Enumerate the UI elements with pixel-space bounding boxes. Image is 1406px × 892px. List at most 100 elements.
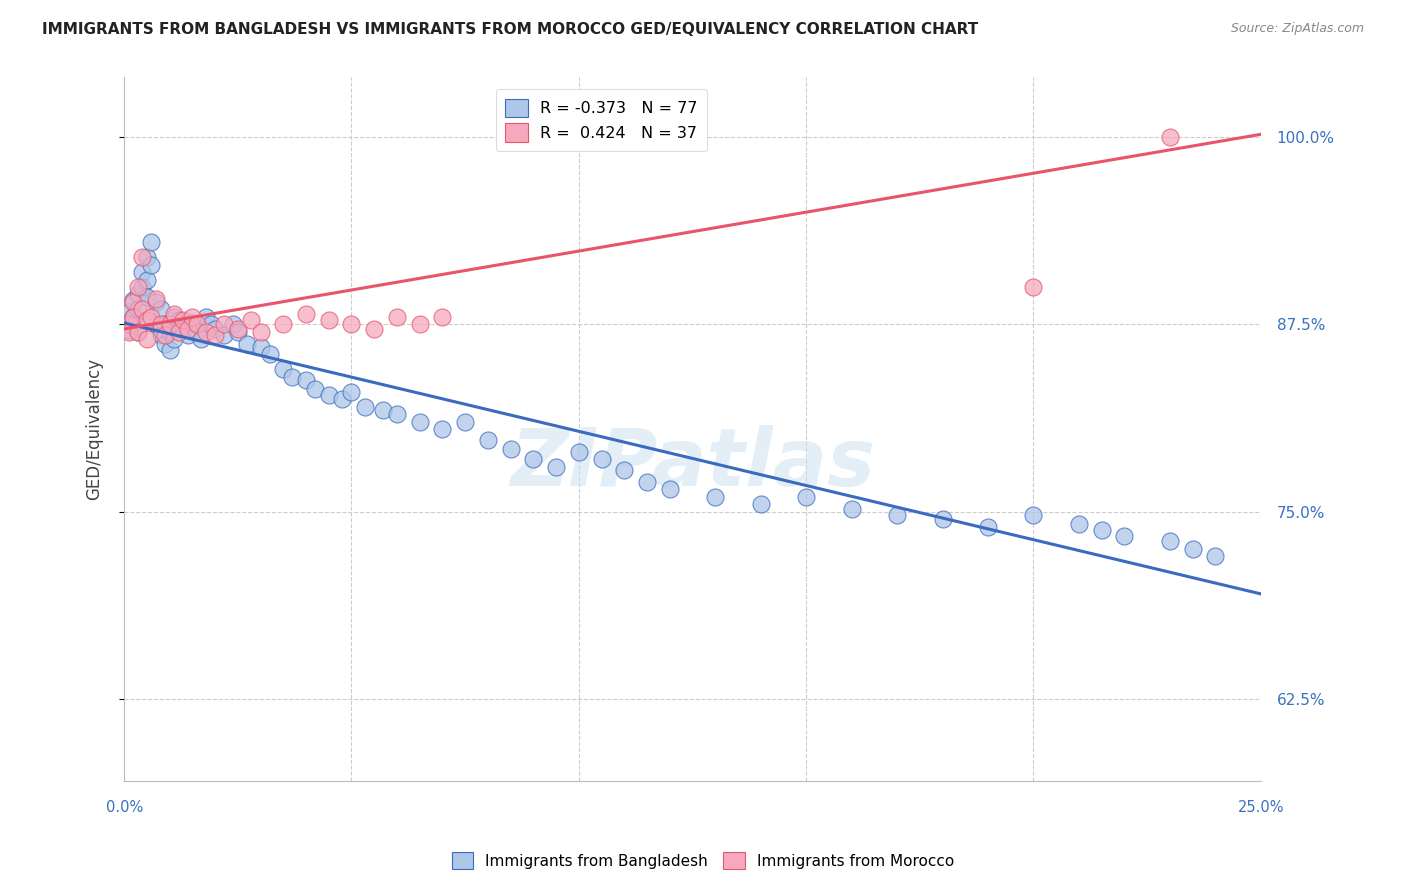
Point (1159, 130, 1181, 145)
Point (177, 327, 200, 342)
Point (135, 291, 157, 305)
Point (194, 310, 217, 324)
Point (118, 314, 141, 328)
Point (522, 452, 544, 467)
Point (332, 392, 354, 407)
Point (236, 337, 259, 351)
Point (454, 415, 477, 429)
Point (340, 384, 363, 399)
Point (226, 322, 249, 336)
Point (163, 310, 186, 324)
Point (141, 310, 163, 324)
Point (186, 325, 208, 339)
Point (127, 302, 149, 317)
Point (1022, 508, 1045, 522)
Point (363, 322, 385, 336)
Point (318, 388, 340, 402)
Point (145, 318, 167, 332)
Point (1091, 523, 1114, 537)
Point (568, 444, 591, 458)
Point (127, 280, 149, 294)
Text: 0.0%: 0.0% (105, 799, 143, 814)
Point (159, 318, 181, 332)
Point (931, 512, 953, 526)
Point (212, 318, 235, 332)
Y-axis label: GED/Equivalency: GED/Equivalency (86, 359, 103, 500)
Point (118, 305, 141, 319)
Point (749, 497, 772, 511)
Point (135, 313, 157, 327)
Point (340, 318, 363, 332)
Point (432, 310, 454, 324)
Point (249, 325, 271, 339)
Point (177, 322, 200, 336)
Point (153, 318, 176, 332)
Point (295, 307, 318, 321)
Point (249, 340, 271, 354)
Point (122, 295, 145, 310)
Point (408, 318, 430, 332)
Point (127, 325, 149, 339)
Point (186, 318, 208, 332)
Point (591, 452, 613, 467)
Point (131, 265, 153, 279)
Legend: R = -0.373   N = 77, R =  0.424   N = 37: R = -0.373 N = 77, R = 0.424 N = 37 (496, 89, 707, 152)
Point (499, 442, 522, 456)
Point (153, 327, 176, 342)
Point (145, 292, 167, 306)
Point (636, 475, 658, 489)
Point (295, 373, 318, 387)
Point (794, 490, 817, 504)
Point (141, 235, 163, 249)
Text: IMMIGRANTS FROM BANGLADESH VS IMMIGRANTS FROM MOROCCO GED/EQUIVALENCY CORRELATIO: IMMIGRANTS FROM BANGLADESH VS IMMIGRANTS… (42, 22, 979, 37)
Point (1159, 534, 1181, 549)
Point (408, 415, 430, 429)
Point (318, 313, 340, 327)
Point (222, 318, 245, 332)
Point (172, 313, 194, 327)
Point (122, 318, 145, 332)
Point (704, 490, 727, 504)
Point (163, 332, 186, 346)
Point (1022, 280, 1045, 294)
Point (271, 362, 294, 376)
Point (149, 327, 172, 342)
Legend: Immigrants from Bangladesh, Immigrants from Morocco: Immigrants from Bangladesh, Immigrants f… (446, 846, 960, 875)
Point (1067, 516, 1090, 531)
Point (135, 272, 157, 286)
Point (135, 332, 157, 346)
Point (127, 325, 149, 339)
Point (658, 482, 681, 496)
Point (122, 293, 145, 308)
Point (194, 325, 217, 339)
Point (373, 402, 395, 417)
Point (163, 307, 186, 321)
Point (122, 310, 145, 324)
Point (354, 400, 377, 414)
Point (118, 323, 141, 337)
Point (477, 433, 499, 447)
Point (385, 310, 408, 324)
Point (304, 382, 326, 396)
Point (149, 318, 172, 332)
Point (200, 318, 222, 332)
Point (141, 258, 163, 272)
Point (841, 501, 863, 516)
Point (127, 287, 149, 301)
Point (1114, 528, 1136, 542)
Point (226, 325, 249, 339)
Point (190, 332, 212, 346)
Point (204, 327, 226, 342)
Point (159, 343, 181, 357)
Point (886, 508, 908, 522)
Point (118, 318, 141, 332)
Point (1204, 549, 1226, 564)
Point (544, 459, 567, 474)
Point (167, 325, 190, 339)
Text: ZIPatlas: ZIPatlas (510, 425, 875, 503)
Point (131, 302, 153, 317)
Point (1181, 541, 1204, 556)
Point (240, 313, 263, 327)
Point (131, 250, 153, 264)
Point (281, 369, 304, 384)
